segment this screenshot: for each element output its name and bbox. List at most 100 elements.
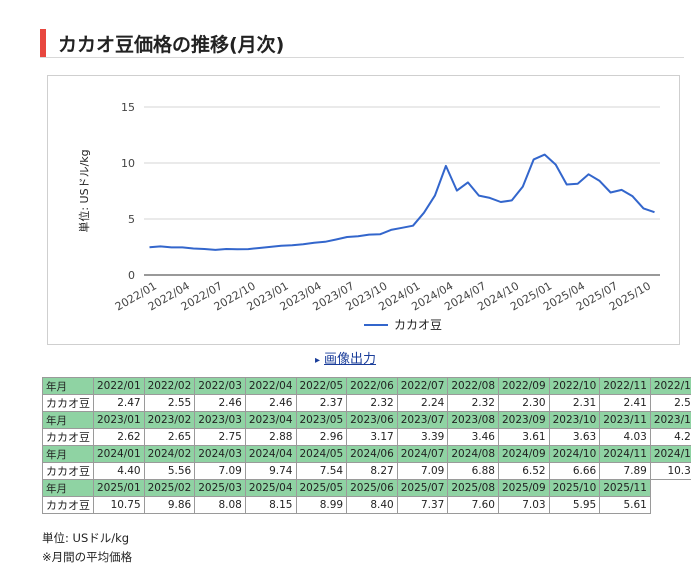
data-point bbox=[335, 239, 337, 241]
average-note: ※月間の平均価格 bbox=[42, 549, 132, 565]
data-point bbox=[236, 248, 238, 250]
price-cell: 3.39 bbox=[397, 429, 448, 446]
month-cell: 2022/09 bbox=[499, 378, 550, 395]
data-point bbox=[555, 164, 557, 166]
data-point bbox=[533, 158, 535, 160]
price-cell: 2.88 bbox=[245, 429, 296, 446]
data-point bbox=[467, 181, 469, 183]
price-cell: 2.62 bbox=[94, 429, 145, 446]
price-cell: 7.60 bbox=[448, 497, 499, 514]
price-cell: 5.95 bbox=[549, 497, 600, 514]
month-cell: 2024/02 bbox=[144, 446, 195, 463]
title-accent-bar bbox=[40, 29, 46, 57]
price-cell: 3.61 bbox=[499, 429, 550, 446]
row-label-cell: カカオ豆 bbox=[43, 497, 94, 514]
data-point bbox=[643, 207, 645, 209]
price-cell: 2.75 bbox=[195, 429, 246, 446]
price-cell: 2.24 bbox=[397, 395, 448, 412]
month-cell: 2022/11 bbox=[600, 378, 651, 395]
export-row: ▸ 画像出力 bbox=[0, 348, 691, 367]
month-cell: 2024/11 bbox=[600, 446, 651, 463]
data-point bbox=[192, 248, 194, 250]
month-cell: 2024/04 bbox=[245, 446, 296, 463]
unit-note: 単位: USドル/kg bbox=[42, 530, 129, 546]
header-label-cell: 年月 bbox=[43, 446, 94, 463]
month-cell: 2023/08 bbox=[448, 412, 499, 429]
data-point bbox=[203, 248, 205, 250]
header-label-cell: 年月 bbox=[43, 378, 94, 395]
month-cell: 2024/07 bbox=[397, 446, 448, 463]
month-cell: 2025/05 bbox=[296, 480, 347, 497]
price-cell: 4.03 bbox=[600, 429, 651, 446]
month-cell: 2022/06 bbox=[347, 378, 398, 395]
chevron-right-icon: ▸ bbox=[315, 355, 320, 366]
month-cell: 2022/08 bbox=[448, 378, 499, 395]
price-cell: 5.61 bbox=[600, 497, 651, 514]
price-cell: 2.65 bbox=[144, 429, 195, 446]
price-cell: 2.96 bbox=[296, 429, 347, 446]
month-cell: 2025/10 bbox=[549, 480, 600, 497]
data-point bbox=[588, 173, 590, 175]
data-point bbox=[456, 190, 458, 192]
data-point bbox=[379, 233, 381, 235]
month-cell: 2025/06 bbox=[347, 480, 398, 497]
export-image-link[interactable]: 画像出力 bbox=[324, 352, 376, 367]
data-point bbox=[357, 235, 359, 237]
header-label-cell: 年月 bbox=[43, 480, 94, 497]
month-cell: 2023/03 bbox=[195, 412, 246, 429]
data-point bbox=[566, 184, 568, 186]
row-label-cell: カカオ豆 bbox=[43, 429, 94, 446]
price-cell: 7.09 bbox=[195, 463, 246, 480]
price-cell: 6.66 bbox=[549, 463, 600, 480]
data-point bbox=[225, 248, 227, 250]
data-point bbox=[390, 229, 392, 231]
month-cell: 2022/10 bbox=[549, 378, 600, 395]
price-cell: 8.40 bbox=[347, 497, 398, 514]
series-line-cacao bbox=[150, 155, 655, 250]
month-cell: 2022/01 bbox=[94, 378, 145, 395]
price-cell: 2.47 bbox=[94, 395, 145, 412]
data-point bbox=[610, 192, 612, 194]
month-cell: 2022/07 bbox=[397, 378, 448, 395]
data-point bbox=[324, 241, 326, 243]
price-cell: 2.31 bbox=[549, 395, 600, 412]
data-point bbox=[149, 246, 151, 248]
month-cell: 2025/03 bbox=[195, 480, 246, 497]
price-cell: 2.32 bbox=[448, 395, 499, 412]
month-cell: 2023/12 bbox=[650, 412, 691, 429]
y-axis-label: 単位: USドル/kg bbox=[77, 149, 91, 232]
month-cell: 2025/09 bbox=[499, 480, 550, 497]
price-cell: 7.09 bbox=[397, 463, 448, 480]
price-cell: 3.17 bbox=[347, 429, 398, 446]
month-cell: 2024/06 bbox=[347, 446, 398, 463]
price-cell: 2.55 bbox=[144, 395, 195, 412]
price-cell: 10.32 bbox=[650, 463, 691, 480]
month-cell: 2022/04 bbox=[245, 378, 296, 395]
price-cell: 7.54 bbox=[296, 463, 347, 480]
page-header: カカオ豆価格の推移(月次) bbox=[40, 27, 684, 58]
month-cell: 2023/11 bbox=[600, 412, 651, 429]
month-cell: 2022/05 bbox=[296, 378, 347, 395]
price-cell: 2.51 bbox=[650, 395, 691, 412]
month-cell: 2023/06 bbox=[347, 412, 398, 429]
data-point bbox=[478, 195, 480, 197]
price-cell: 2.41 bbox=[600, 395, 651, 412]
data-point bbox=[160, 245, 162, 247]
price-cell: 8.08 bbox=[195, 497, 246, 514]
data-point bbox=[412, 225, 414, 227]
data-point bbox=[401, 227, 403, 229]
y-tick-label: 0 bbox=[128, 269, 135, 282]
data-point bbox=[181, 246, 183, 248]
data-point bbox=[522, 186, 524, 188]
data-point bbox=[621, 189, 623, 191]
month-cell: 2023/04 bbox=[245, 412, 296, 429]
month-cell: 2023/10 bbox=[549, 412, 600, 429]
data-point bbox=[291, 244, 293, 246]
